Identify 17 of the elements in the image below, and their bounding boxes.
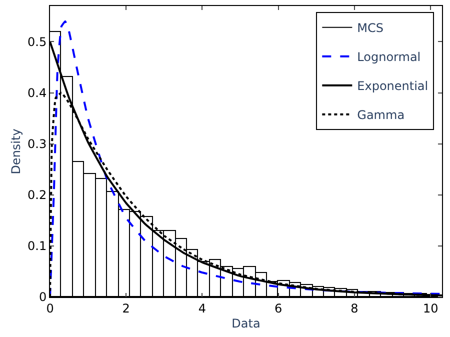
y-axis-title: Density (8, 128, 23, 174)
legend-label: Gamma (357, 108, 405, 122)
x-tick-label: 10 (422, 301, 438, 316)
x-tick-label: 2 (122, 301, 130, 316)
legend-label: Exponential (357, 79, 428, 93)
legend-label: Lognormal (357, 50, 421, 64)
legend-label: MCS (357, 21, 384, 35)
y-tick-label: 0.5 (28, 34, 47, 49)
x-tick-label: 8 (350, 301, 358, 316)
y-tick-label: 0.1 (28, 239, 47, 254)
y-tick-label: 0 (38, 290, 47, 304)
y-tick-label: 0.3 (28, 137, 47, 152)
x-tick-label: 4 (198, 301, 206, 316)
y-tick-label: 0.2 (28, 188, 47, 202)
y-tick-label: 0.4 (28, 86, 47, 100)
x-axis-title: Data (232, 316, 260, 330)
x-tick-label: 6 (274, 301, 282, 316)
